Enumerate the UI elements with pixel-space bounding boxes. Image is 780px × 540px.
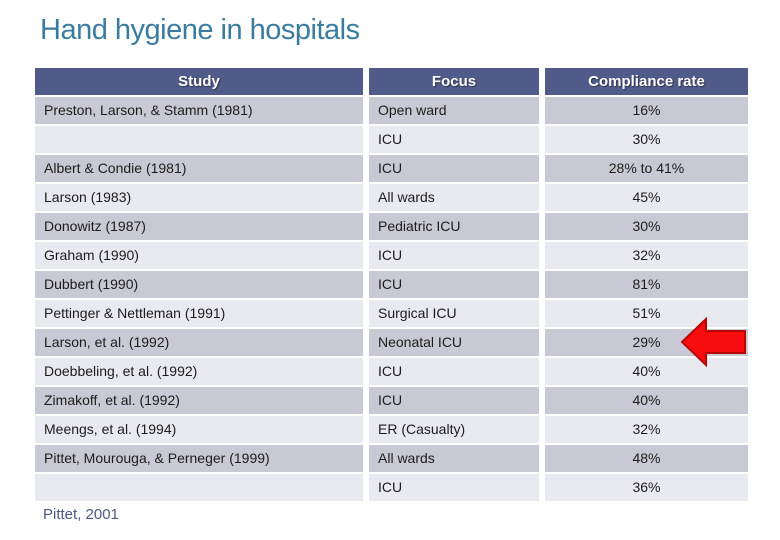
table-cell-rate: 32%: [545, 242, 748, 269]
table-cell-study: Meengs, et al. (1994): [35, 416, 363, 443]
table-cell-focus: All wards: [369, 184, 539, 211]
table-cell-focus: ICU: [369, 242, 539, 269]
table-cell-rate: 30%: [545, 126, 748, 153]
table-cell-study: Preston, Larson, & Stamm (1981): [35, 97, 363, 124]
table-cell-focus: ICU: [369, 387, 539, 414]
left-arrow-shape: [681, 317, 746, 367]
table-cell-study: [35, 126, 363, 153]
table-cell-study: Larson (1983): [35, 184, 363, 211]
table-cell-focus: ICU: [369, 474, 539, 501]
table-cell-rate: 48%: [545, 445, 748, 472]
table-cell-rate: 30%: [545, 213, 748, 240]
table-cell-focus: Open ward: [369, 97, 539, 124]
table-cell-rate: 51%: [545, 300, 748, 327]
red-left-arrow-icon: [681, 317, 746, 367]
table-cell-focus: Neonatal ICU: [369, 329, 539, 356]
table-cell-focus: ICU: [369, 271, 539, 298]
table-cell-study: Pittet, Mourouga, & Perneger (1999): [35, 445, 363, 472]
compliance-table: Study Focus Compliance rate Preston, Lar…: [35, 68, 748, 501]
table-cell-study: Larson, et al. (1992): [35, 329, 363, 356]
table-cell-rate: 32%: [545, 416, 748, 443]
table-cell-study: Zimakoff, et al. (1992): [35, 387, 363, 414]
table-cell-rate: 40%: [545, 387, 748, 414]
table-cell-focus: ER (Casualty): [369, 416, 539, 443]
table-cell-rate: 16%: [545, 97, 748, 124]
table-cell-rate: 45%: [545, 184, 748, 211]
table-cell-focus: ICU: [369, 358, 539, 385]
table-cell-focus: All wards: [369, 445, 539, 472]
source-citation: Pittet, 2001: [43, 506, 119, 523]
page-title: Hand hygiene in hospitals: [40, 14, 360, 46]
table-cell-study: Pettinger & Nettleman (1991): [35, 300, 363, 327]
table-cell-study: Dubbert (1990): [35, 271, 363, 298]
table-cell-focus: Surgical ICU: [369, 300, 539, 327]
table-cell-study: Doebbeling, et al. (1992): [35, 358, 363, 385]
table-cell-focus: Pediatric ICU: [369, 213, 539, 240]
table-cell-focus: ICU: [369, 155, 539, 182]
table-cell-study: [35, 474, 363, 501]
table-cell-rate: 40%: [545, 358, 748, 385]
column-header-study: Study: [35, 68, 363, 95]
table-cell-study: Albert & Condie (1981): [35, 155, 363, 182]
table-cell-study: Graham (1990): [35, 242, 363, 269]
table-cell-rate: 81%: [545, 271, 748, 298]
table-cell-rate: 36%: [545, 474, 748, 501]
column-header-focus: Focus: [369, 68, 539, 95]
table-cell-study: Donowitz (1987): [35, 213, 363, 240]
column-header-compliance-rate: Compliance rate: [545, 68, 748, 95]
table-cell-focus: ICU: [369, 126, 539, 153]
table-cell-rate: 28% to 41%: [545, 155, 748, 182]
